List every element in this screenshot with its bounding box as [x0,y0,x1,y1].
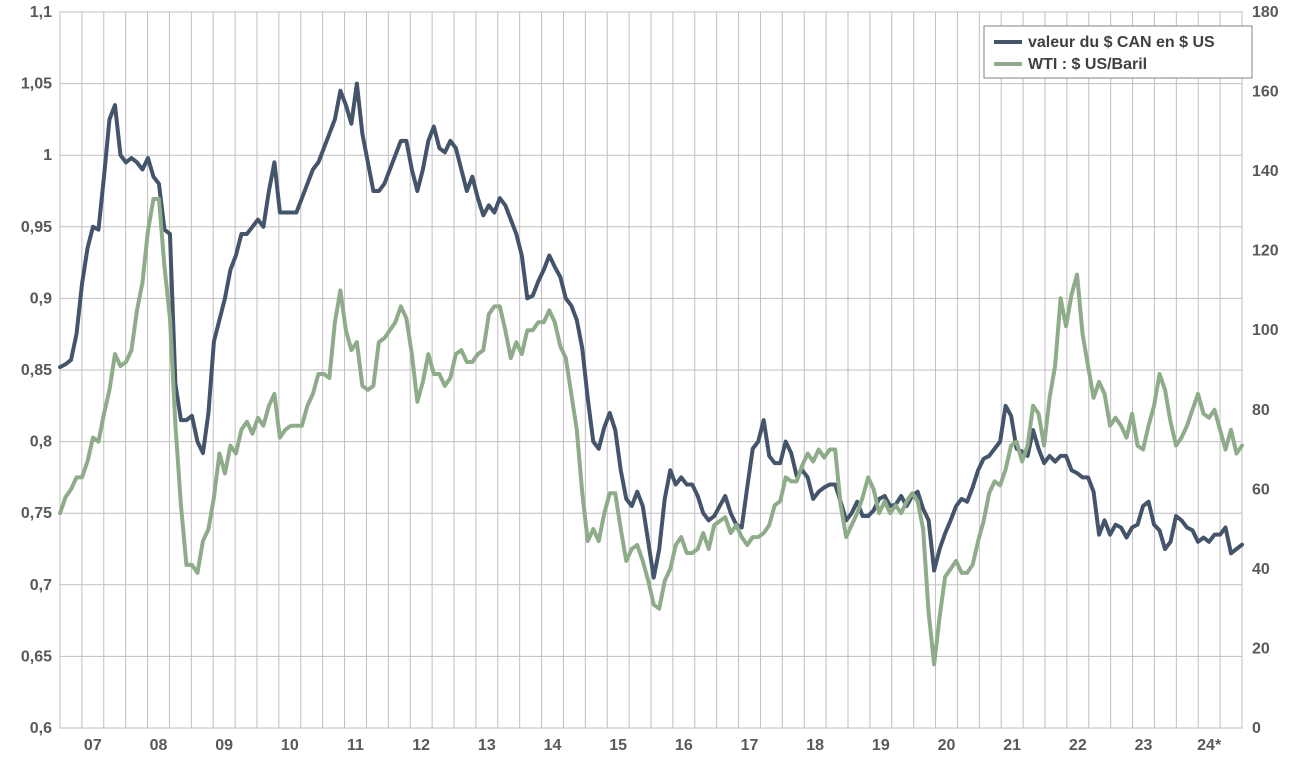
legend-label: WTI : $ US/Baril [1028,56,1147,73]
y-left-tick-label: 0,9 [30,290,52,307]
y-right-tick-label: 20 [1252,640,1270,657]
x-tick-label: 24* [1197,737,1222,754]
x-tick-label: 09 [215,737,233,754]
y-left-tick-label: 0,95 [21,219,52,236]
x-tick-label: 13 [478,737,496,754]
y-left-tick-label: 0,7 [30,577,52,594]
y-left-tick-label: 0,65 [21,648,52,665]
y-left-tick-label: 0,85 [21,362,52,379]
x-tick-label: 11 [347,737,364,754]
x-tick-label: 18 [806,737,824,754]
y-left-tick-label: 1,1 [30,4,52,21]
legend-label: valeur du $ CAN en $ US [1028,34,1215,51]
x-tick-label: 21 [1003,737,1021,754]
y-right-tick-label: 80 [1252,402,1270,419]
dual-axis-line-chart: 0,6 0,65 0,7 0,75 0,8 0,85 0,9 0,95 1 1,05 1,1 0 20 4… [0,0,1300,760]
y-left-tick-label: 0,8 [30,434,52,451]
x-tick-label: 19 [872,737,890,754]
x-tick-label: 10 [281,737,299,754]
x-tick-label: 08 [150,737,168,754]
chart-container: 0,6 0,65 0,7 0,75 0,8 0,85 0,9 0,95 1 1,05 1,1 0 20 4… [0,0,1300,760]
x-tick-label: 20 [938,737,956,754]
x-tick-label: 07 [84,737,102,754]
y-right-tick-label: 40 [1252,561,1270,578]
legend: valeur du $ CAN en $ US WTI : $ US/Baril [984,26,1252,78]
y-right-tick-label: 160 [1252,84,1279,101]
y-right-tick-label: 120 [1252,243,1279,260]
x-tick-label: 23 [1135,737,1153,754]
y-right-tick-label: 0 [1252,720,1261,737]
y-right-tick-label: 180 [1252,4,1279,21]
x-tick-label: 14 [544,737,562,754]
x-tick-label: 16 [675,737,693,754]
y-right-tick-label: 100 [1252,322,1279,339]
y-right-tick-label: 140 [1252,163,1279,180]
x-tick-label: 15 [609,737,627,754]
x-tick-label: 17 [741,737,759,754]
x-tick-label: 12 [412,737,430,754]
chart-background [0,0,1300,760]
x-tick-label: 22 [1069,737,1087,754]
y-left-tick-label: 0,75 [21,505,52,522]
y-left-tick-label: 1,05 [21,76,52,93]
y-right-tick-label: 60 [1252,481,1270,498]
y-left-tick-label: 0,6 [30,720,52,737]
y-left-tick-label: 1 [43,147,52,164]
